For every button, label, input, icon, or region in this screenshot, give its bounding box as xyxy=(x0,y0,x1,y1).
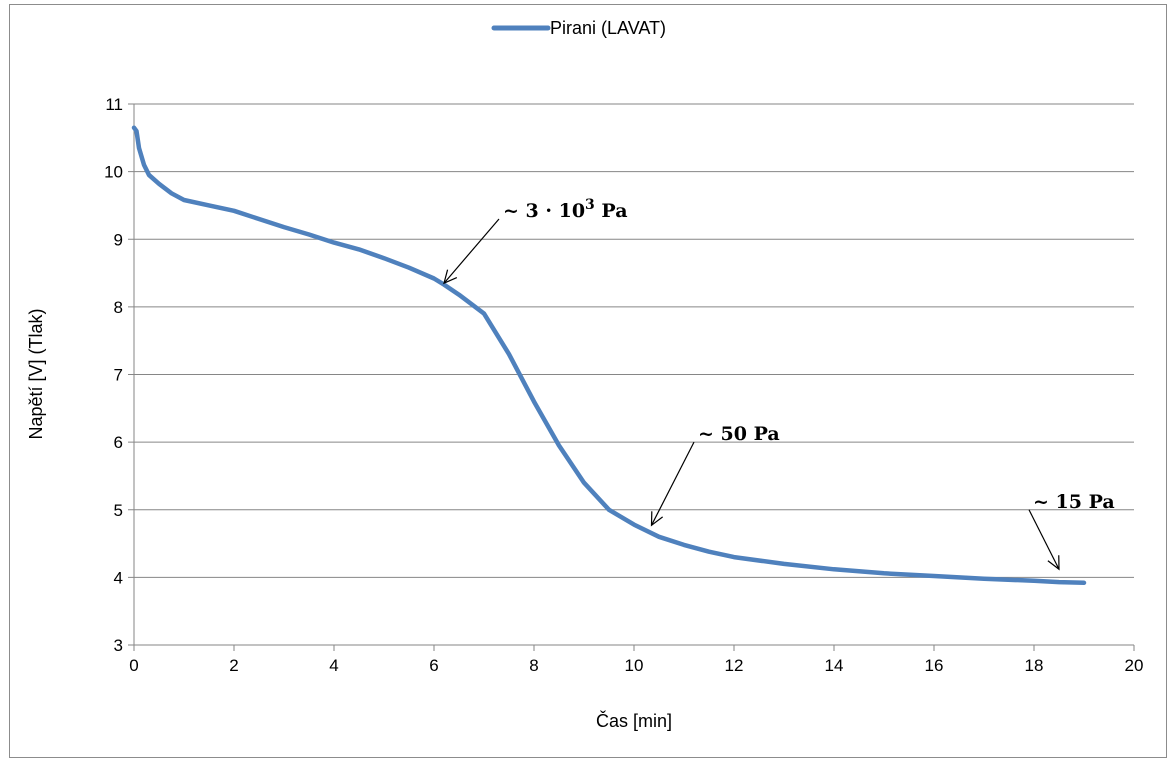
x-tick-label: 8 xyxy=(529,656,538,675)
y-tick-label: 11 xyxy=(105,95,123,114)
gridlines xyxy=(134,103,1134,578)
axes xyxy=(128,103,1135,651)
annotation-label: ~ 3 · 103 Pa xyxy=(503,197,628,222)
y-tick-label: 3 xyxy=(114,636,123,655)
series-layer xyxy=(131,125,1087,586)
legend-label: Pirani (LAVAT) xyxy=(550,18,666,38)
annotations: ~ 3 · 103 Pa ~ 50 Pa ~ 15 Pa xyxy=(443,197,1115,571)
annotation-arrow xyxy=(443,218,500,284)
x-tick-label: 6 xyxy=(429,656,438,675)
x-tick-label: 18 xyxy=(1025,656,1044,675)
y-tick-labels: 3 4 5 6 7 8 9 10 11 xyxy=(104,95,123,655)
annotation-arrowhead xyxy=(650,511,664,527)
x-tick-label: 16 xyxy=(925,656,944,675)
annotation-arrowhead xyxy=(443,269,458,285)
y-tick-label: 10 xyxy=(104,163,123,182)
x-tick-label: 0 xyxy=(129,656,138,675)
x-tick-label: 20 xyxy=(1125,656,1144,675)
series-line xyxy=(131,125,1087,586)
annotation-arrow xyxy=(1028,509,1060,570)
x-tick-label: 4 xyxy=(329,656,338,675)
annotation-label: ~ 15 Pa xyxy=(1033,491,1115,513)
chart-frame xyxy=(9,4,1167,758)
y-tick-label: 7 xyxy=(114,366,123,385)
x-tick-label: 2 xyxy=(229,656,238,675)
y-tick-label: 5 xyxy=(114,501,123,520)
y-tick-label: 9 xyxy=(114,230,123,249)
y-tick-label: 4 xyxy=(114,568,123,587)
legend: Pirani (LAVAT) xyxy=(491,18,666,38)
x-tick-labels: 0 2 4 6 8 10 12 14 16 18 20 xyxy=(129,656,1143,675)
x-tick-label: 14 xyxy=(825,656,844,675)
annotation-arrowhead xyxy=(1047,555,1060,571)
x-tick-label: 12 xyxy=(725,656,744,675)
annotation-label: ~ 50 Pa xyxy=(698,423,780,445)
y-axis-title: Napětí [V] (Tlak) xyxy=(26,308,46,439)
y-tick-label: 6 xyxy=(114,433,123,452)
annotation-arrow xyxy=(650,441,695,526)
x-axis-title: Čas [min] xyxy=(596,710,672,731)
y-tick-label: 8 xyxy=(114,298,123,317)
x-tick-label: 10 xyxy=(625,656,644,675)
